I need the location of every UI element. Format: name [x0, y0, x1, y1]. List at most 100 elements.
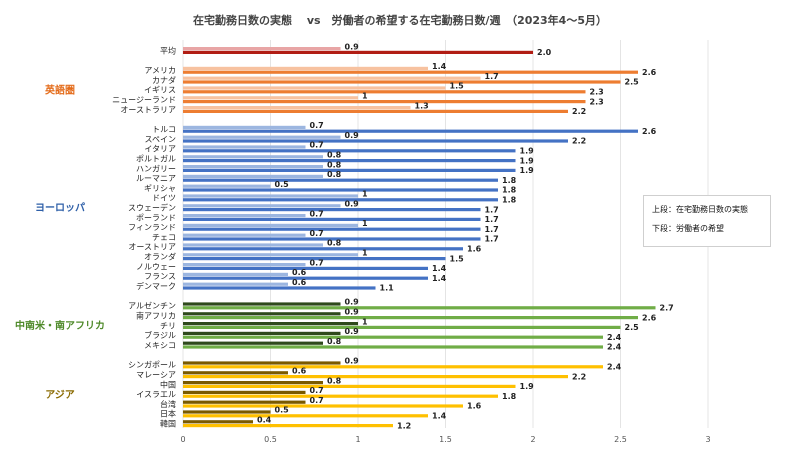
value-label-wish: 2.6 — [642, 68, 657, 77]
category-label: メキシコ — [144, 341, 176, 350]
bar-actual — [183, 76, 481, 80]
value-label-wish: 1.6 — [467, 402, 482, 411]
x-tick-label: 1.5 — [439, 435, 452, 444]
value-label-actual: 0.7 — [310, 396, 324, 405]
bar-actual — [183, 331, 341, 335]
value-label-actual: 0.7 — [310, 121, 324, 130]
legend-note: 上段：在宅勤務日数の実態 下段：労働者の希望 — [643, 195, 771, 247]
value-label-wish: 1.6 — [467, 245, 482, 254]
region-label: 中南米・南アフリカ — [15, 319, 105, 332]
region-label: 英語圏 — [44, 83, 75, 96]
bar-wish — [183, 286, 376, 290]
bar-wish — [183, 276, 428, 280]
bar-wish — [183, 178, 498, 182]
value-label-wish: 2.3 — [590, 97, 604, 106]
value-label-wish: 2.2 — [572, 137, 586, 146]
category-label: チリ — [160, 321, 176, 330]
value-label-actual: 1 — [362, 92, 368, 101]
bar-actual — [183, 155, 323, 159]
bar-wish — [183, 306, 656, 310]
value-label-wish: 2.2 — [572, 107, 586, 116]
bar-actual — [183, 66, 428, 70]
category-label: シンガポール — [128, 360, 176, 370]
category-label: フィンランド — [128, 223, 176, 232]
bar-actual — [183, 243, 323, 247]
value-label-wish: 1.9 — [520, 147, 535, 156]
bar-actual — [183, 420, 253, 424]
bar-actual — [183, 322, 358, 326]
value-label-wish: 1.7 — [485, 225, 499, 234]
category-label: アメリカ — [144, 66, 176, 75]
value-label-actual: 1.4 — [432, 62, 447, 71]
value-label-actual: 1.5 — [450, 82, 465, 91]
category-label: オランダ — [144, 252, 176, 262]
value-label-actual: 0.6 — [292, 268, 307, 277]
value-label-wish: 1.1 — [380, 284, 395, 293]
x-tick-label: 0 — [180, 435, 185, 444]
bar-wish — [183, 365, 603, 369]
category-label: アルゼンチン — [128, 301, 176, 311]
value-label-wish: 1.5 — [450, 254, 465, 263]
value-label-actual: 0.9 — [345, 357, 360, 366]
value-label-actual: 0.4 — [257, 416, 272, 425]
bar-wish — [183, 316, 638, 320]
value-label-actual: 0.9 — [345, 298, 360, 307]
value-label-actual: 0.8 — [327, 239, 342, 248]
bar-wish — [183, 247, 463, 251]
bar-wish — [183, 109, 568, 113]
category-label: ポルトガル — [136, 154, 176, 164]
bar-wish — [183, 414, 428, 418]
value-label-actual: 1 — [362, 249, 368, 258]
value-label-wish: 2.5 — [625, 78, 640, 87]
bars: 0.9 2.0 1.4 2.6 1.7 2.5 1.5 2.3 1 2.3 1.3 2.2 0.7 2.6… — [183, 42, 674, 430]
value-label-actual: 1 — [362, 317, 368, 326]
bar-actual — [183, 390, 306, 394]
bar-actual — [183, 86, 446, 90]
bar-actual — [183, 223, 358, 227]
value-label-actual: 0.8 — [327, 160, 342, 169]
category-label: ニュージーランド — [112, 96, 176, 105]
bar-actual — [183, 410, 271, 414]
bar-wish — [183, 404, 463, 408]
category-label: 日本 — [160, 409, 176, 419]
bar-actual — [183, 272, 288, 276]
category-label: スウェーデン — [128, 203, 176, 213]
category-label: ブラジル — [144, 330, 176, 340]
category-label: 台湾 — [160, 399, 176, 409]
bar-wish — [183, 217, 481, 221]
x-tick-label: 2 — [530, 435, 535, 444]
bar-wish — [183, 266, 428, 270]
bar-wish — [183, 345, 603, 349]
value-label-wish: 2.4 — [607, 363, 622, 372]
bar-actual — [183, 125, 306, 129]
value-label-actual: 0.7 — [310, 258, 324, 267]
value-label-actual: 0.9 — [345, 200, 360, 209]
value-label-wish: 2.6 — [642, 313, 657, 322]
x-tick-label: 0.5 — [264, 435, 277, 444]
value-label-wish: 2.0 — [537, 48, 552, 57]
value-label-wish: 1.4 — [432, 274, 447, 283]
value-label-actual: 1 — [362, 190, 368, 199]
value-label-wish: 2.4 — [607, 333, 622, 342]
bar-actual — [183, 341, 323, 345]
value-label-wish: 1.4 — [432, 412, 447, 421]
value-label-wish: 1.8 — [502, 186, 517, 195]
bar-wish — [183, 139, 568, 143]
bar-actual — [183, 253, 358, 257]
bar-wish — [183, 70, 638, 74]
category-labels: 平均アメリカカナダイギリスニュージーランドオーストラリアトルコスペインイタリアポ… — [112, 45, 176, 428]
value-label-actual: 0.9 — [345, 308, 360, 317]
bar-actual — [183, 145, 306, 149]
value-label-actual: 0.8 — [327, 151, 342, 160]
bar-wish — [183, 50, 533, 54]
bar-wish — [183, 208, 481, 212]
bar-wish — [183, 168, 516, 172]
category-label: ルーマニア — [136, 174, 176, 183]
bar-wish — [183, 384, 516, 388]
bar-actual — [183, 194, 358, 198]
value-label-actual: 0.7 — [310, 386, 324, 395]
bar-actual — [183, 174, 323, 178]
bar-actual — [183, 135, 341, 139]
